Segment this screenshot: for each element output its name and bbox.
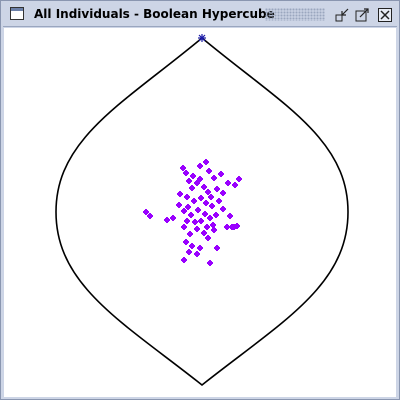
individual-marker: [186, 178, 192, 184]
individual-marker: [218, 171, 224, 177]
individual-marker: [177, 191, 183, 197]
individual-marker: [190, 173, 196, 179]
individual-marker: [170, 215, 176, 221]
individual-marker: [214, 186, 220, 192]
individual-marker: [188, 212, 194, 218]
individual-marker: [181, 208, 187, 214]
individual-marker: [214, 245, 220, 251]
individual-marker: [198, 218, 204, 224]
individual-marker: [224, 224, 230, 230]
individual-marker: [203, 200, 209, 206]
individual-marker: [181, 224, 187, 230]
individual-marker: [197, 245, 203, 251]
individual-marker: [220, 206, 226, 212]
individual-marker: [194, 180, 200, 186]
minimize-icon[interactable]: [335, 8, 349, 22]
individual-marker: [192, 219, 198, 225]
hypercube-canvas: [4, 28, 396, 397]
hypercube-outline: [55, 36, 349, 387]
individual-marker: [189, 243, 195, 249]
individual-marker: [229, 224, 235, 230]
individual-marker: [194, 251, 200, 257]
individual-marker: [185, 204, 191, 210]
close-icon[interactable]: [378, 8, 392, 22]
individual-marker: [216, 198, 222, 204]
individual-marker: [184, 218, 190, 224]
individual-marker: [205, 235, 211, 241]
hypercube-plot: [55, 34, 349, 387]
individual-marker: [209, 203, 215, 209]
window-title: All Individuals - Boolean Hypercube: [34, 7, 275, 21]
title-bar[interactable]: All Individuals - Boolean Hypercube: [3, 3, 397, 27]
individual-marker: [197, 163, 203, 169]
individual-marker: [187, 231, 193, 237]
window-icon[interactable]: [10, 7, 24, 20]
individual-marker: [176, 202, 182, 208]
individual-marker: [234, 223, 240, 229]
individual-marker: [164, 217, 170, 223]
individual-marker: [186, 249, 192, 255]
individual-marker: [180, 165, 186, 171]
maximize-icon[interactable]: [355, 8, 369, 22]
individual-marker: [195, 207, 201, 213]
individual-marker: [183, 170, 189, 176]
individual-marker: [207, 260, 213, 266]
individual-marker: [201, 184, 207, 190]
individual-marker: [203, 159, 209, 165]
individual-marker: [198, 195, 204, 201]
individual-marker: [191, 198, 197, 204]
individual-marker: [207, 215, 213, 221]
individual-marker: [143, 209, 149, 215]
individual-marker: [211, 227, 217, 233]
individual-marker: [184, 194, 190, 200]
individual-marker: [227, 213, 233, 219]
individual-marker: [220, 190, 226, 196]
individual-marker: [225, 180, 231, 186]
individual-marker: [204, 224, 210, 230]
individual-marker: [183, 239, 189, 245]
individual-marker: [236, 176, 242, 182]
individual-marker: [197, 176, 203, 182]
individual-marker: [208, 194, 214, 200]
individual-marker: [205, 189, 211, 195]
individual-marker: [181, 257, 187, 263]
individual-marker: [213, 212, 219, 218]
individual-marker: [206, 168, 212, 174]
title-bar-grip: [265, 8, 325, 21]
individual-marker: [211, 175, 217, 181]
individual-marker: [189, 185, 195, 191]
individual-marker: [210, 222, 216, 228]
individual-marker: [202, 211, 208, 217]
top-node-marker: [198, 34, 206, 42]
individual-marker: [201, 230, 207, 236]
individuals-layer: [143, 159, 242, 266]
individual-marker: [194, 226, 200, 232]
individual-marker: [147, 213, 153, 219]
individual-marker: [232, 182, 238, 188]
